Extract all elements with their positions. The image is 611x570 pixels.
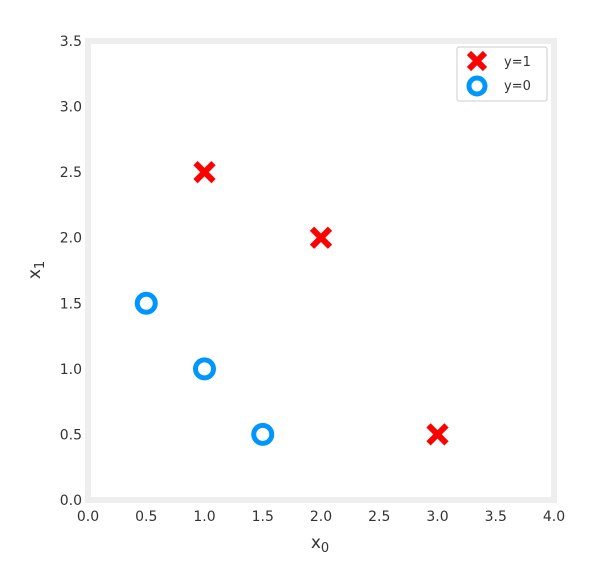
legend: y=1 y=0 [456,46,548,102]
y-tick-label: 3.5 [60,34,82,50]
x-tick-label: 0.5 [135,509,157,525]
x-tick-label: 3.5 [485,509,507,525]
y-axis-label: x1 [25,261,48,279]
plot-area [85,38,557,503]
x-tick-label: 4.0 [543,509,565,525]
legend-label-y1: y=1 [504,55,531,70]
data-point-circle [251,422,275,446]
x-tick-label: 1.0 [193,509,215,525]
x-tick-label: 2.0 [310,509,332,525]
data-point-cross [466,50,488,72]
x-tick-label: 1.5 [252,509,274,525]
x-axis-ticks: 0.0 0.5 1.0 1.5 2.0 2.5 3.0 3.5 4.0 [77,509,565,525]
y-tick-label: 2.0 [60,231,82,247]
data-point-cross [309,226,333,249]
legend-marker-y1 [466,50,488,72]
x-tick-label: 2.5 [368,509,390,525]
legend-marker-y0 [466,75,488,97]
data-point-circle [193,357,216,381]
data-point-cross [193,161,216,184]
y-tick-label: 0.0 [60,493,82,509]
data-point-cross [426,423,449,446]
x-tick-label: 0.0 [77,509,99,525]
y-tick-label: 2.5 [60,165,82,181]
x-axis-label: x0 [311,533,329,556]
x-tick-label: 3.0 [426,509,448,525]
y-tick-label: 0.5 [60,427,82,443]
y-tick-label: 1.0 [60,362,82,378]
y-tick-label: 1.5 [60,296,82,312]
data-point-circle [134,291,158,315]
y-axis-ticks: 0.0 0.5 1.0 1.5 2.0 2.5 3.0 3.5 [60,34,82,509]
legend-label-y0: y=0 [504,79,531,94]
data-points [134,161,449,446]
data-point-circle [466,75,488,97]
y-tick-label: 3.0 [60,100,82,116]
